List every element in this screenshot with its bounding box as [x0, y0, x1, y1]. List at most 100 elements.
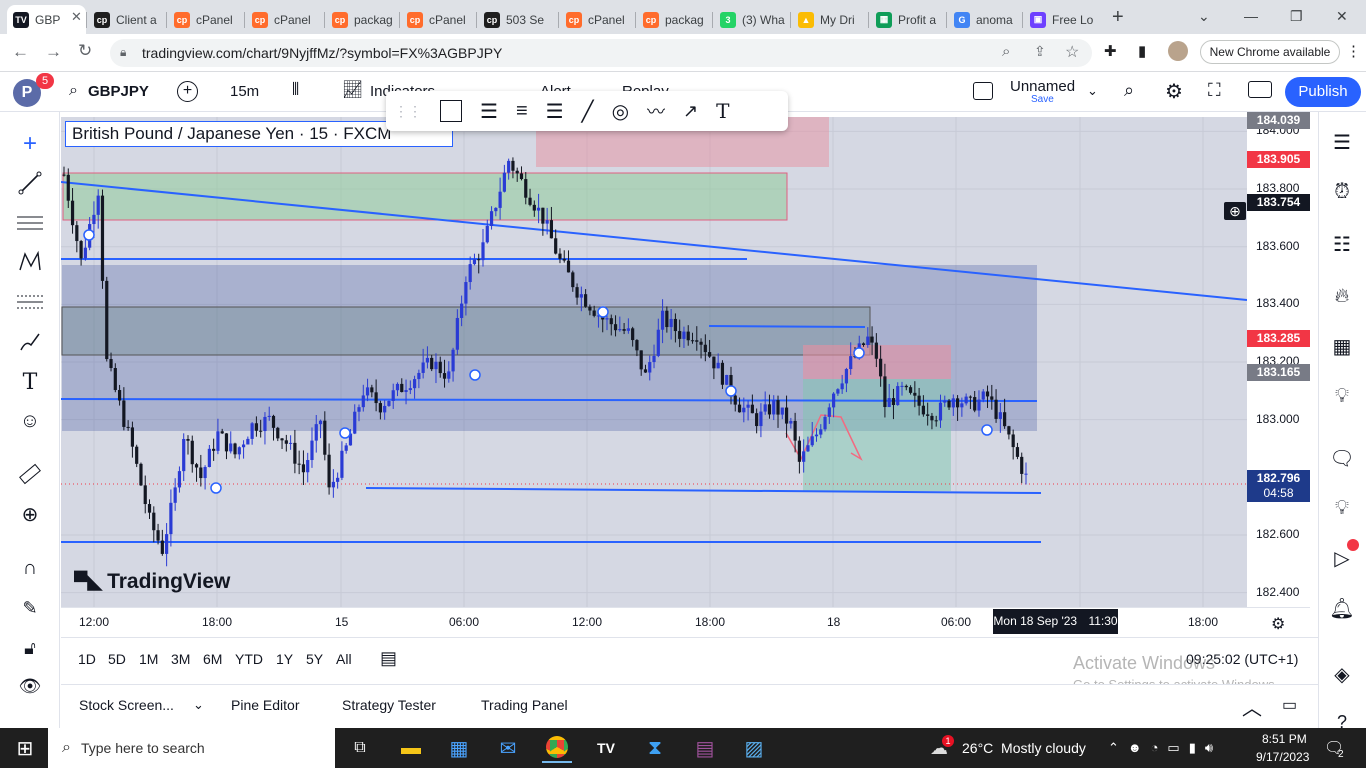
watchlist-icon[interactable]: ☰ — [1333, 131, 1351, 154]
browser-tab[interactable]: ▲ My Dri — [792, 5, 868, 34]
line-tool-icon[interactable]: ╱ — [581, 100, 594, 123]
lock-drawings-edit-icon[interactable]: ✎ — [22, 597, 38, 618]
sidepanel-icon[interactable]: ▮ — [1138, 43, 1147, 60]
url-text[interactable]: tradingview.com/chart/9NyjffMz/?symbol=F… — [142, 45, 503, 61]
browser-tab[interactable]: cp cPanel — [401, 5, 476, 34]
settings-gear-icon[interactable]: ⚙ — [1165, 81, 1183, 103]
crosshair-icon[interactable]: + — [22, 130, 37, 157]
tradingview-app-icon[interactable]: TV — [597, 740, 615, 756]
restore-icon[interactable]: ❐ — [1290, 8, 1303, 24]
browser-tab[interactable]: ▦ Profit a — [870, 5, 946, 34]
pattern-icon[interactable] — [16, 248, 44, 276]
range-button-6m[interactable]: 6M — [203, 651, 223, 667]
interval-selector[interactable]: 15m — [230, 83, 260, 100]
winrar-icon[interactable]: ▤ — [695, 737, 715, 760]
range-button-3m[interactable]: 3M — [171, 651, 191, 667]
tray-icons[interactable]: ⌃☻◔▭▮🔊︎ — [1108, 740, 1223, 755]
trendline-icon[interactable] — [16, 169, 44, 197]
collapse-panel-icon[interactable]: ︿ — [1242, 698, 1262, 720]
arrow-tool-icon[interactable]: ↗ — [683, 100, 699, 121]
compare-symbol-icon[interactable]: + — [177, 81, 198, 102]
calendar-icon[interactable]: ▦ — [1332, 335, 1352, 358]
ideas-bulb-icon[interactable]: 💡︎ — [1335, 384, 1349, 407]
symbol-name[interactable]: GBPJPY — [88, 83, 149, 100]
chrome-menu-icon[interactable]: ⋮ — [1346, 43, 1361, 60]
drag-handle-icon[interactable]: ⋮⋮ — [394, 102, 422, 119]
save-status[interactable]: Save — [1031, 94, 1054, 105]
vscode-icon[interactable]: ⧗ — [647, 736, 663, 759]
range-button-1y[interactable]: 1Y — [276, 651, 294, 667]
text-tool-icon[interactable]: T — [716, 99, 730, 123]
object-tree-icon[interactable]: ☷ — [1333, 233, 1351, 256]
layers-icon[interactable]: ◈ — [1334, 663, 1350, 686]
weather-text[interactable]: 26°C Mostly cloudy — [962, 740, 1086, 756]
go-to-date-icon[interactable]: ▤ — [380, 648, 398, 668]
share-icon[interactable]: ⇪ — [1034, 43, 1046, 59]
range-button-5y[interactable]: 5Y — [306, 651, 324, 667]
ruler-icon[interactable] — [16, 460, 44, 488]
help-icon[interactable]: ? — [1336, 711, 1347, 732]
browser-tab[interactable]: cp Client a — [88, 5, 166, 34]
taskbar-date[interactable]: 9/17/2023 — [1256, 750, 1310, 764]
bottom-tab[interactable]: Trading Panel — [481, 697, 568, 713]
address-bar[interactable] — [110, 39, 1092, 67]
bottom-tab[interactable]: Pine Editor — [231, 697, 300, 713]
browser-tab[interactable]: 3 (3) Wha — [714, 5, 790, 34]
new-tab-button[interactable]: + — [1112, 6, 1124, 28]
text-tool-icon[interactable]: T — [22, 369, 38, 395]
bottom-tab[interactable]: Strategy Tester — [342, 697, 436, 713]
photos-icon[interactable]: ▨ — [744, 737, 764, 760]
parallel-channel-icon[interactable]: ☰ — [480, 100, 498, 123]
zoom-in-icon[interactable]: ⊕ — [21, 503, 39, 526]
publish-button[interactable]: Publish — [1285, 77, 1361, 107]
price-chart[interactable] — [60, 117, 1248, 607]
quick-search-icon[interactable]: ⌕ — [1124, 80, 1135, 100]
extensions-icon[interactable]: ✚ — [1104, 43, 1117, 60]
camera-icon[interactable] — [1248, 81, 1272, 98]
browser-tab[interactable]: cp packag — [326, 5, 399, 34]
alerts-clock-icon[interactable]: ⏰︎ — [1334, 180, 1350, 203]
browser-tab[interactable]: cp cPanel — [168, 5, 244, 34]
add-price-line-icon[interactable]: ⊕ — [1224, 202, 1246, 220]
screener-chevron-icon[interactable]: ⌄ — [193, 697, 204, 712]
tab-search-icon[interactable]: ⌄ — [1198, 8, 1210, 24]
range-button-1m[interactable]: 1M — [139, 651, 159, 667]
minimize-icon[interactable]: — — [1244, 8, 1258, 24]
symbol-legend[interactable]: British Pound / Japanese Yen · 15 · FXCM — [65, 121, 453, 147]
maximize-panel-icon[interactable]: ▭ — [1282, 697, 1298, 714]
layout-name[interactable]: Unnamed — [1010, 78, 1076, 95]
horizontal-lines-icon[interactable]: ≡ — [515, 99, 528, 122]
streams-bulb-icon[interactable]: 💡︎ — [1335, 496, 1349, 519]
emoji-icon[interactable]: ☺ — [19, 409, 41, 432]
browser-tab[interactable]: TV GBP — [7, 5, 86, 34]
browser-tab[interactable]: cp cPanel — [246, 5, 324, 34]
taskbar-search-box[interactable]: ⌕ Type here to search — [48, 728, 335, 768]
new-chrome-available-button[interactable]: New Chrome available — [1200, 40, 1340, 64]
chat-icon[interactable]: 🗨︎ — [1329, 447, 1355, 470]
forward-icon[interactable]: → — [45, 42, 62, 61]
bottom-tab[interactable]: Stock Screen... — [79, 697, 174, 713]
chrome-taskbar-icon[interactable] — [542, 733, 572, 763]
range-button-1d[interactable]: 1D — [78, 651, 96, 667]
windows-start-icon[interactable]: ⊞ — [16, 737, 34, 760]
browser-tab[interactable]: cp packag — [637, 5, 712, 34]
live-streams-icon[interactable]: ▷ — [1334, 547, 1350, 570]
range-button-ytd[interactable]: YTD — [235, 651, 263, 667]
fib-tools-icon[interactable] — [16, 209, 44, 237]
symbol-search-icon[interactable]: ⌕ — [69, 82, 78, 99]
magnet-icon[interactable]: ∩ — [22, 556, 38, 579]
rectangle-tool-icon[interactable] — [440, 100, 462, 122]
indicators-icon[interactable]: 📈︎ — [342, 80, 364, 99]
circle-tool-icon[interactable]: ◎ — [611, 100, 630, 123]
lock-drawings-icon[interactable]: 🔓︎ — [24, 637, 36, 658]
hide-drawings-icon[interactable]: 👁︎ — [18, 675, 42, 696]
layout-menu-chevron-icon[interactable]: ⌄ — [1087, 83, 1098, 98]
browser-tab[interactable]: ▣ Free Lo — [1024, 5, 1102, 34]
browser-tab[interactable]: cp 503 Se — [478, 5, 558, 34]
utc-clock[interactable]: 09:25:02 (UTC+1) — [1186, 651, 1299, 667]
fullscreen-icon[interactable]: ⛶ — [1208, 80, 1221, 100]
task-view-icon[interactable]: ⧉ — [354, 739, 366, 756]
mail-icon[interactable]: ✉ — [499, 737, 517, 760]
chart-pane[interactable] — [60, 117, 1248, 607]
